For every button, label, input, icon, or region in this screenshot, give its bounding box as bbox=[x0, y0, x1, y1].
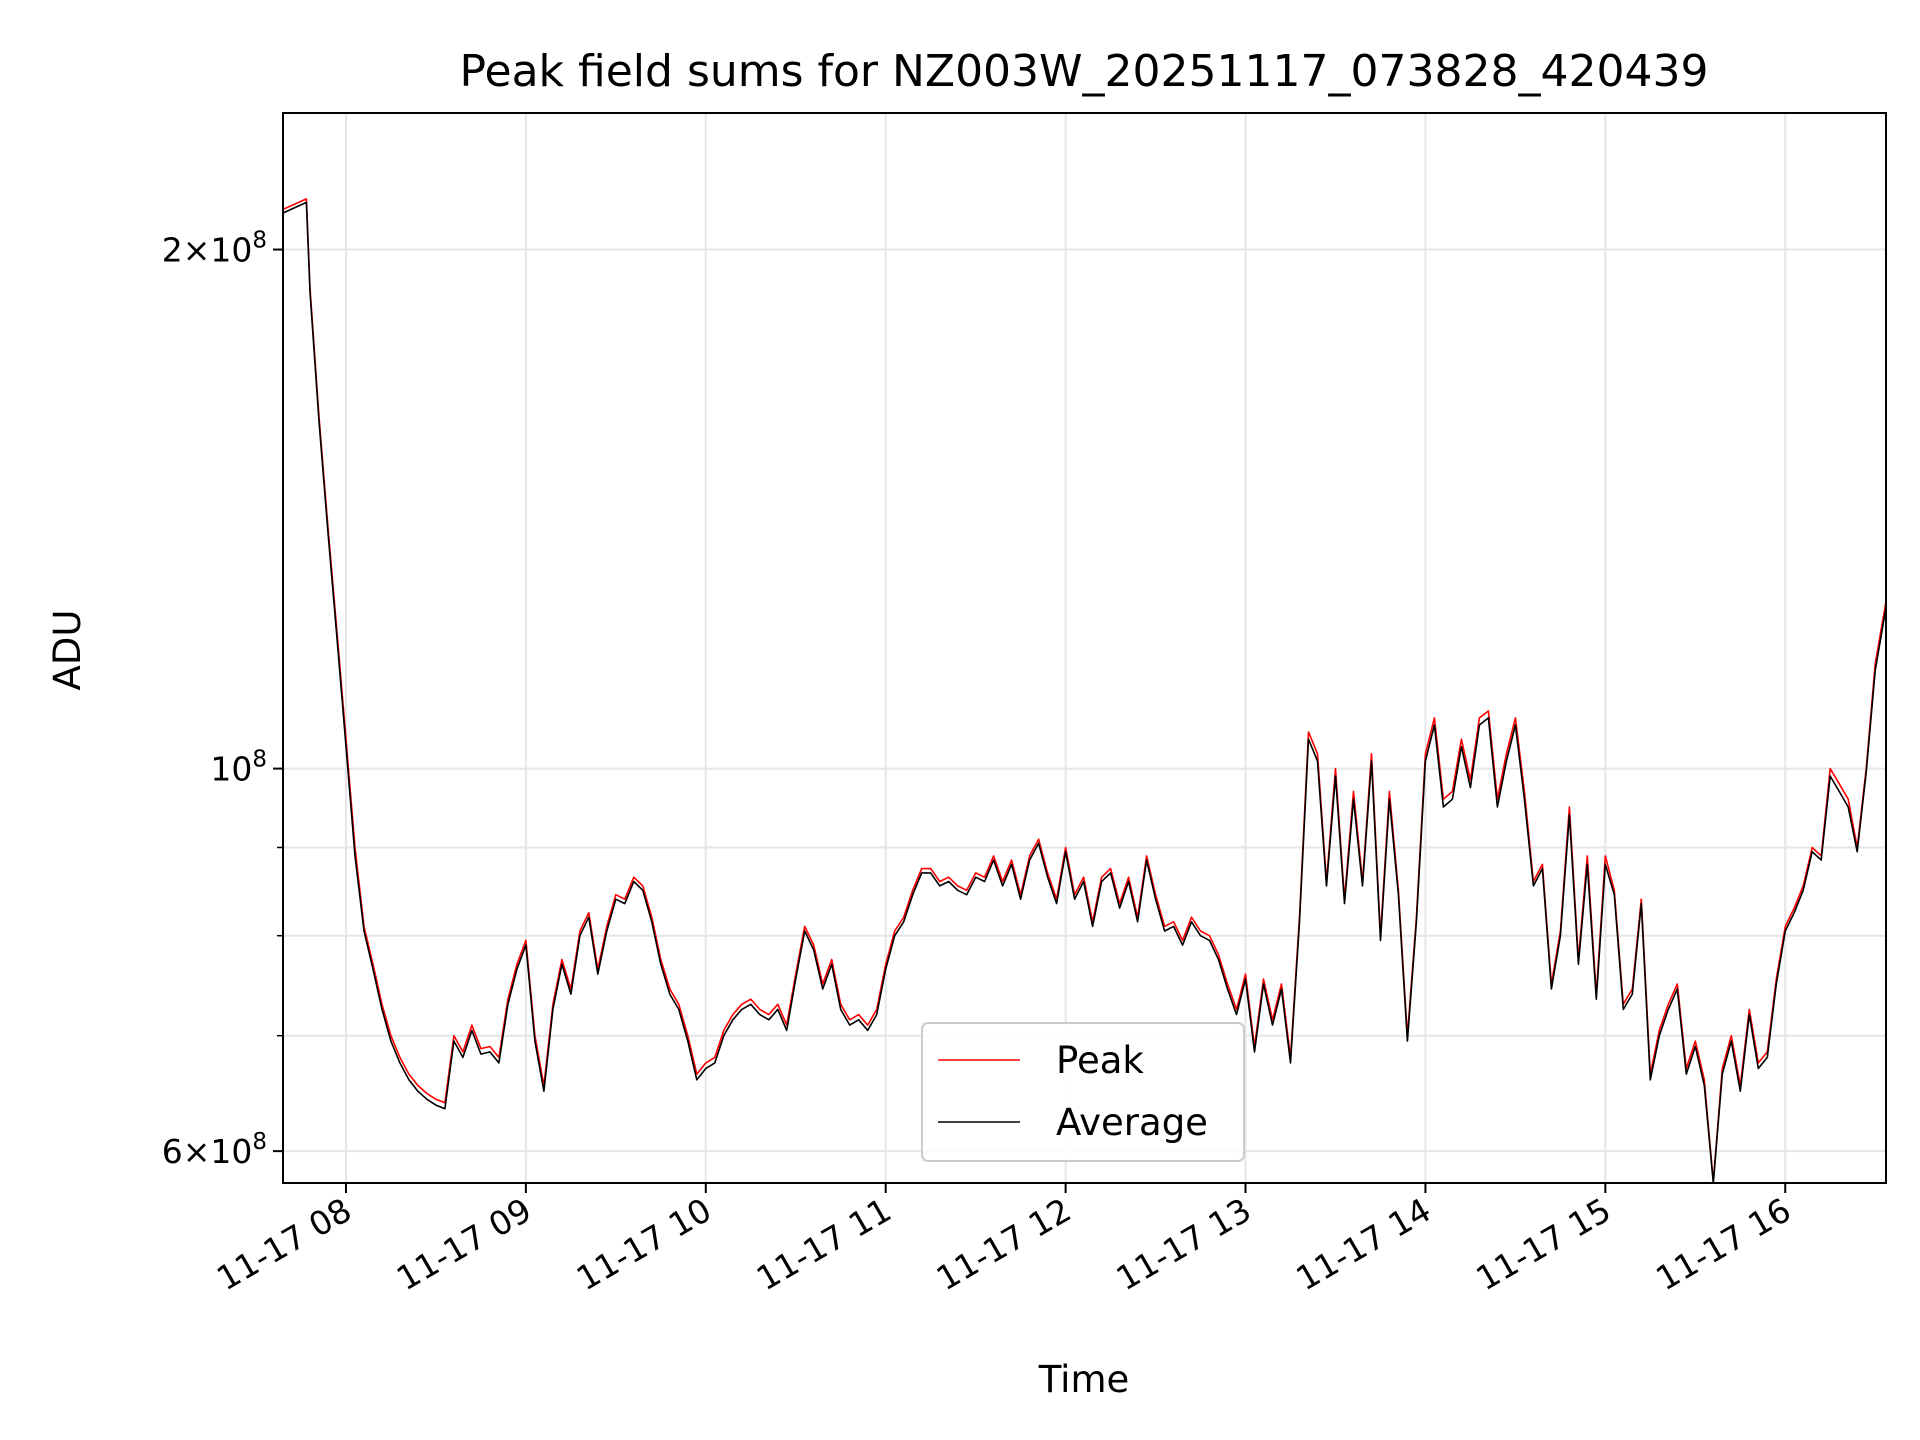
y-tick-times: × bbox=[183, 1132, 211, 1171]
legend-label-peak: Peak bbox=[1056, 1039, 1144, 1082]
x-tick-label: 11-17 11 bbox=[750, 1190, 898, 1298]
x-axis-ticks: 11-17 08 11-17 09 11-17 10 11-17 11 11-17 12… bbox=[210, 1183, 1797, 1298]
y-tick-times: × bbox=[183, 231, 211, 270]
x-tick-label: 11-17 08 bbox=[210, 1190, 358, 1298]
chart-title: Peak field sums for NZ003W_20251117_0738… bbox=[460, 46, 1709, 97]
legend: Peak Average bbox=[921, 1022, 1245, 1162]
legend-label-average: Average bbox=[1056, 1101, 1208, 1144]
x-tick-label: 11-17 09 bbox=[390, 1190, 538, 1298]
x-tick-label: 11-17 14 bbox=[1289, 1190, 1437, 1298]
legend-box bbox=[921, 1022, 1245, 1162]
x-axis-label: Time bbox=[1038, 1358, 1130, 1401]
y-tick-base: 10 bbox=[210, 1132, 252, 1171]
x-tick-label: 11-17 13 bbox=[1110, 1190, 1258, 1298]
x-tick-label: 11-17 12 bbox=[930, 1190, 1078, 1298]
y-tick-exponent: 8 bbox=[252, 747, 267, 773]
y-tick-base: 10 bbox=[210, 231, 252, 270]
x-tick-label: 11-17 10 bbox=[570, 1190, 718, 1298]
series-line-average bbox=[282, 201, 1887, 1184]
y-tick-label: 2×108 bbox=[162, 228, 267, 270]
y-tick-label: 6×108 bbox=[162, 1129, 267, 1171]
x-tick-label: 11-17 16 bbox=[1649, 1190, 1797, 1298]
y-tick-mantissa: 2 bbox=[162, 231, 183, 270]
y-tick-exponent: 8 bbox=[252, 1129, 267, 1155]
y-tick-base: 10 bbox=[210, 750, 252, 789]
y-tick-mantissa: 6 bbox=[162, 1132, 183, 1171]
x-tick-label: 11-17 15 bbox=[1469, 1190, 1617, 1298]
plot-frame bbox=[282, 112, 1887, 1184]
plot-series bbox=[282, 198, 1887, 1184]
y-tick-exponent: 8 bbox=[252, 228, 267, 254]
y-axis-label: ADU bbox=[46, 610, 89, 691]
y-tick-label: 108 bbox=[210, 747, 267, 789]
